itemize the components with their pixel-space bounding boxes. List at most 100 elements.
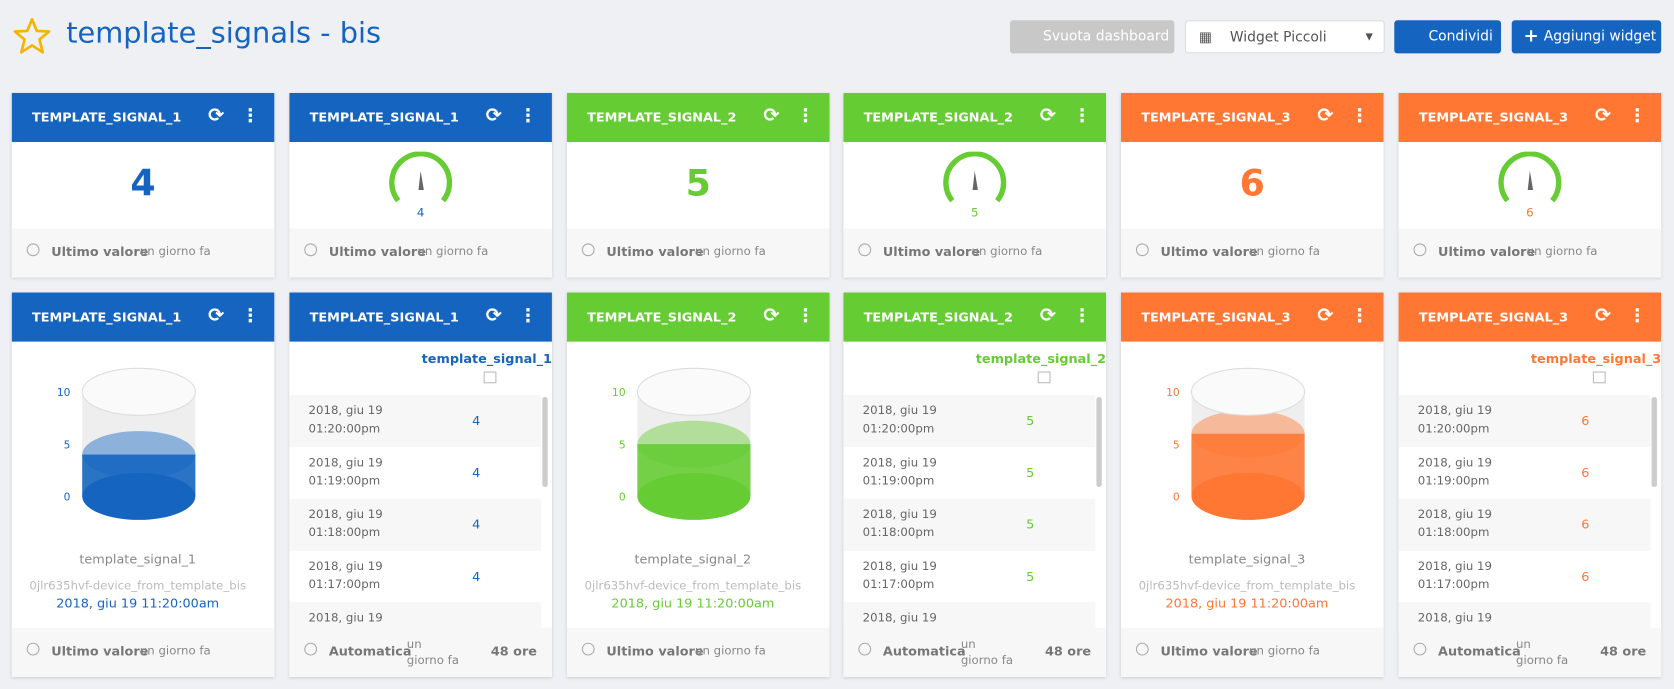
gauge [943,151,1007,203]
footer-label: Ultimo valore [1438,244,1536,260]
big-value: 6 [1239,162,1265,205]
footer-time: un giorno fa [971,244,1043,259]
refresh-icon[interactable]: ⟳ [1039,304,1056,327]
table-body: 2018, giu 19 01:20:00pm 6 2018, giu 19 01:19… [1398,395,1662,628]
table-body: 2018, giu 19 01:20:00pm 5 2018, giu 19 01:19… [843,395,1106,628]
menu-icon[interactable]: ⋮ [1628,305,1647,327]
plus-icon: + [1523,25,1539,47]
signal-name: template_signal_3 [1188,551,1306,567]
refresh-icon[interactable]: ⟳ [485,104,502,128]
table-row: 2018, giu 19 01:17:00pm 4 [289,550,542,603]
footer-label: Ultimo valore [882,244,981,260]
menu-icon[interactable]: ⋮ [518,105,538,128]
chart-icon[interactable] [1037,371,1051,384]
refresh-icon[interactable]: ⟳ [763,104,780,128]
footer-time: un giorno fa [1515,637,1569,668]
signal-link[interactable]: template_signal_3 [1530,351,1662,367]
menu-icon[interactable]: ⋮ [241,105,260,128]
refresh-icon[interactable]: ⟳ [763,304,780,327]
widget-header: TEMPLATE_SIGNAL_1 ⟳ ⋮ [11,92,275,142]
footer-label: Ultimo valore [51,244,149,260]
table-row: 2018, giu 19 01:19:00pm 4 [289,446,542,499]
widget-footer: Ultimo valore un giorno fa [1120,228,1384,278]
widget: TEMPLATE_SIGNAL_2 ⟳ ⋮ Ultimo valore un giorn… [566,92,830,278]
row-time: 01:18:00pm [1417,525,1490,540]
tank-liquid [1191,433,1305,497]
signal-name: template_signal_1 [79,551,197,567]
menu-icon[interactable]: ⋮ [1628,105,1647,128]
widget-title: TEMPLATE_SIGNAL_2 [863,109,1013,125]
scale-label: 5 [64,438,71,451]
widget-header: TEMPLATE_SIGNAL_2 ⟳ ⋮ [843,292,1107,342]
clock-icon [581,642,595,656]
menu-icon[interactable]: ⋮ [241,305,260,327]
widget-footer: Ultimo valore un giorno fa [566,627,830,677]
refresh-icon[interactable]: ⟳ [485,304,502,327]
tank-liquid [637,444,751,497]
widget: TEMPLATE_SIGNAL_2 ⟳ ⋮ Automatica un giorno f… [843,292,1107,677]
clock-icon [1413,642,1427,656]
add-widget-button[interactable]: + Aggiungi widget [1511,20,1662,54]
gauge-needle [972,170,978,191]
footer-label: Ultimo valore [606,244,704,260]
row-value: 6 [1581,568,1590,584]
menu-icon[interactable]: ⋮ [1350,105,1369,128]
menu-icon[interactable]: ⋮ [796,105,815,128]
select-label: Widget Piccoli [1229,29,1327,46]
table-row: 2018, giu 19 01:17:00pm 6 [1398,550,1651,603]
button-label: Aggiungi widget [1543,28,1657,45]
menu-icon[interactable]: ⋮ [1350,305,1369,327]
table-row: 2018, giu 19 01:20:00pm 5 [843,395,1096,447]
tank-top [81,367,196,416]
scale-label: 0 [619,491,626,504]
timestamp: 2018, giu 19 11:20:00am [56,595,220,611]
menu-icon[interactable]: ⋮ [1072,305,1092,327]
widget-header: TEMPLATE_SIGNAL_1 ⟳ ⋮ [289,92,552,142]
signal-link[interactable]: template_signal_1 [421,351,552,367]
clock-icon [304,243,318,257]
footer-label: Automatica [328,643,412,659]
footer-label: Automatica [1438,643,1521,659]
menu-icon[interactable]: ⋮ [1072,105,1092,128]
chart-icon[interactable] [1592,371,1606,384]
refresh-icon[interactable]: ⟳ [1317,104,1334,128]
table-row: 2018, giu 19 01:20:00pm 6 [1398,395,1651,447]
table-body: 2018, giu 19 01:20:00pm 4 2018, giu 19 01:19… [289,395,552,628]
tank-top [636,367,752,416]
row-value: 5 [1026,464,1035,480]
clock-icon [26,642,40,656]
refresh-icon[interactable]: ⟳ [208,104,225,128]
row-value: 5 [1026,413,1035,429]
widget-title: TEMPLATE_SIGNAL_2 [587,309,737,325]
scale-label: 10 [612,386,626,399]
widget: TEMPLATE_SIGNAL_1 ⟳ ⋮ Ultimo valore un giorn… [289,92,552,278]
row-value: 4 [472,464,481,480]
widget-header: TEMPLATE_SIGNAL_3 ⟳ ⋮ [1398,292,1662,342]
row-date: 2018, giu 19 [1417,610,1492,625]
widget-header: TEMPLATE_SIGNAL_2 ⟳ ⋮ [566,92,830,142]
menu-icon[interactable]: ⋮ [518,305,538,327]
favorite-star[interactable] [13,17,51,55]
footer-time: un giorno fa [406,637,459,668]
table-row: 2018, giu 19 01:18:00pm 5 [843,498,1096,551]
refresh-icon[interactable]: ⟳ [1317,304,1334,327]
row-date: 2018, giu 19 [862,610,937,625]
refresh-icon[interactable]: ⟳ [1594,304,1612,327]
big-value: 5 [685,162,711,205]
share-button[interactable]: Condividi [1394,20,1502,54]
gauge [1498,151,1562,203]
chart-icon[interactable] [483,371,497,384]
refresh-icon[interactable]: ⟳ [208,304,225,327]
refresh-icon[interactable]: ⟳ [1594,104,1612,128]
refresh-icon[interactable]: ⟳ [1039,104,1056,128]
clear-button[interactable]: Svuota dashboard [1009,20,1175,54]
size-select[interactable]: Widget Piccoli ▼ ▦ [1185,20,1385,54]
menu-icon[interactable]: ⋮ [796,305,815,327]
gauge-arc [389,151,453,203]
row-value: 6 [1581,413,1590,429]
row-time: 01:18:00pm [308,525,381,540]
widget: TEMPLATE_SIGNAL_3 ⟳ ⋮ Ultimo valore un giorn… [1120,292,1384,677]
scale-label: 10 [57,386,71,399]
row-value: 4 [472,516,481,532]
signal-link[interactable]: template_signal_2 [975,351,1107,367]
